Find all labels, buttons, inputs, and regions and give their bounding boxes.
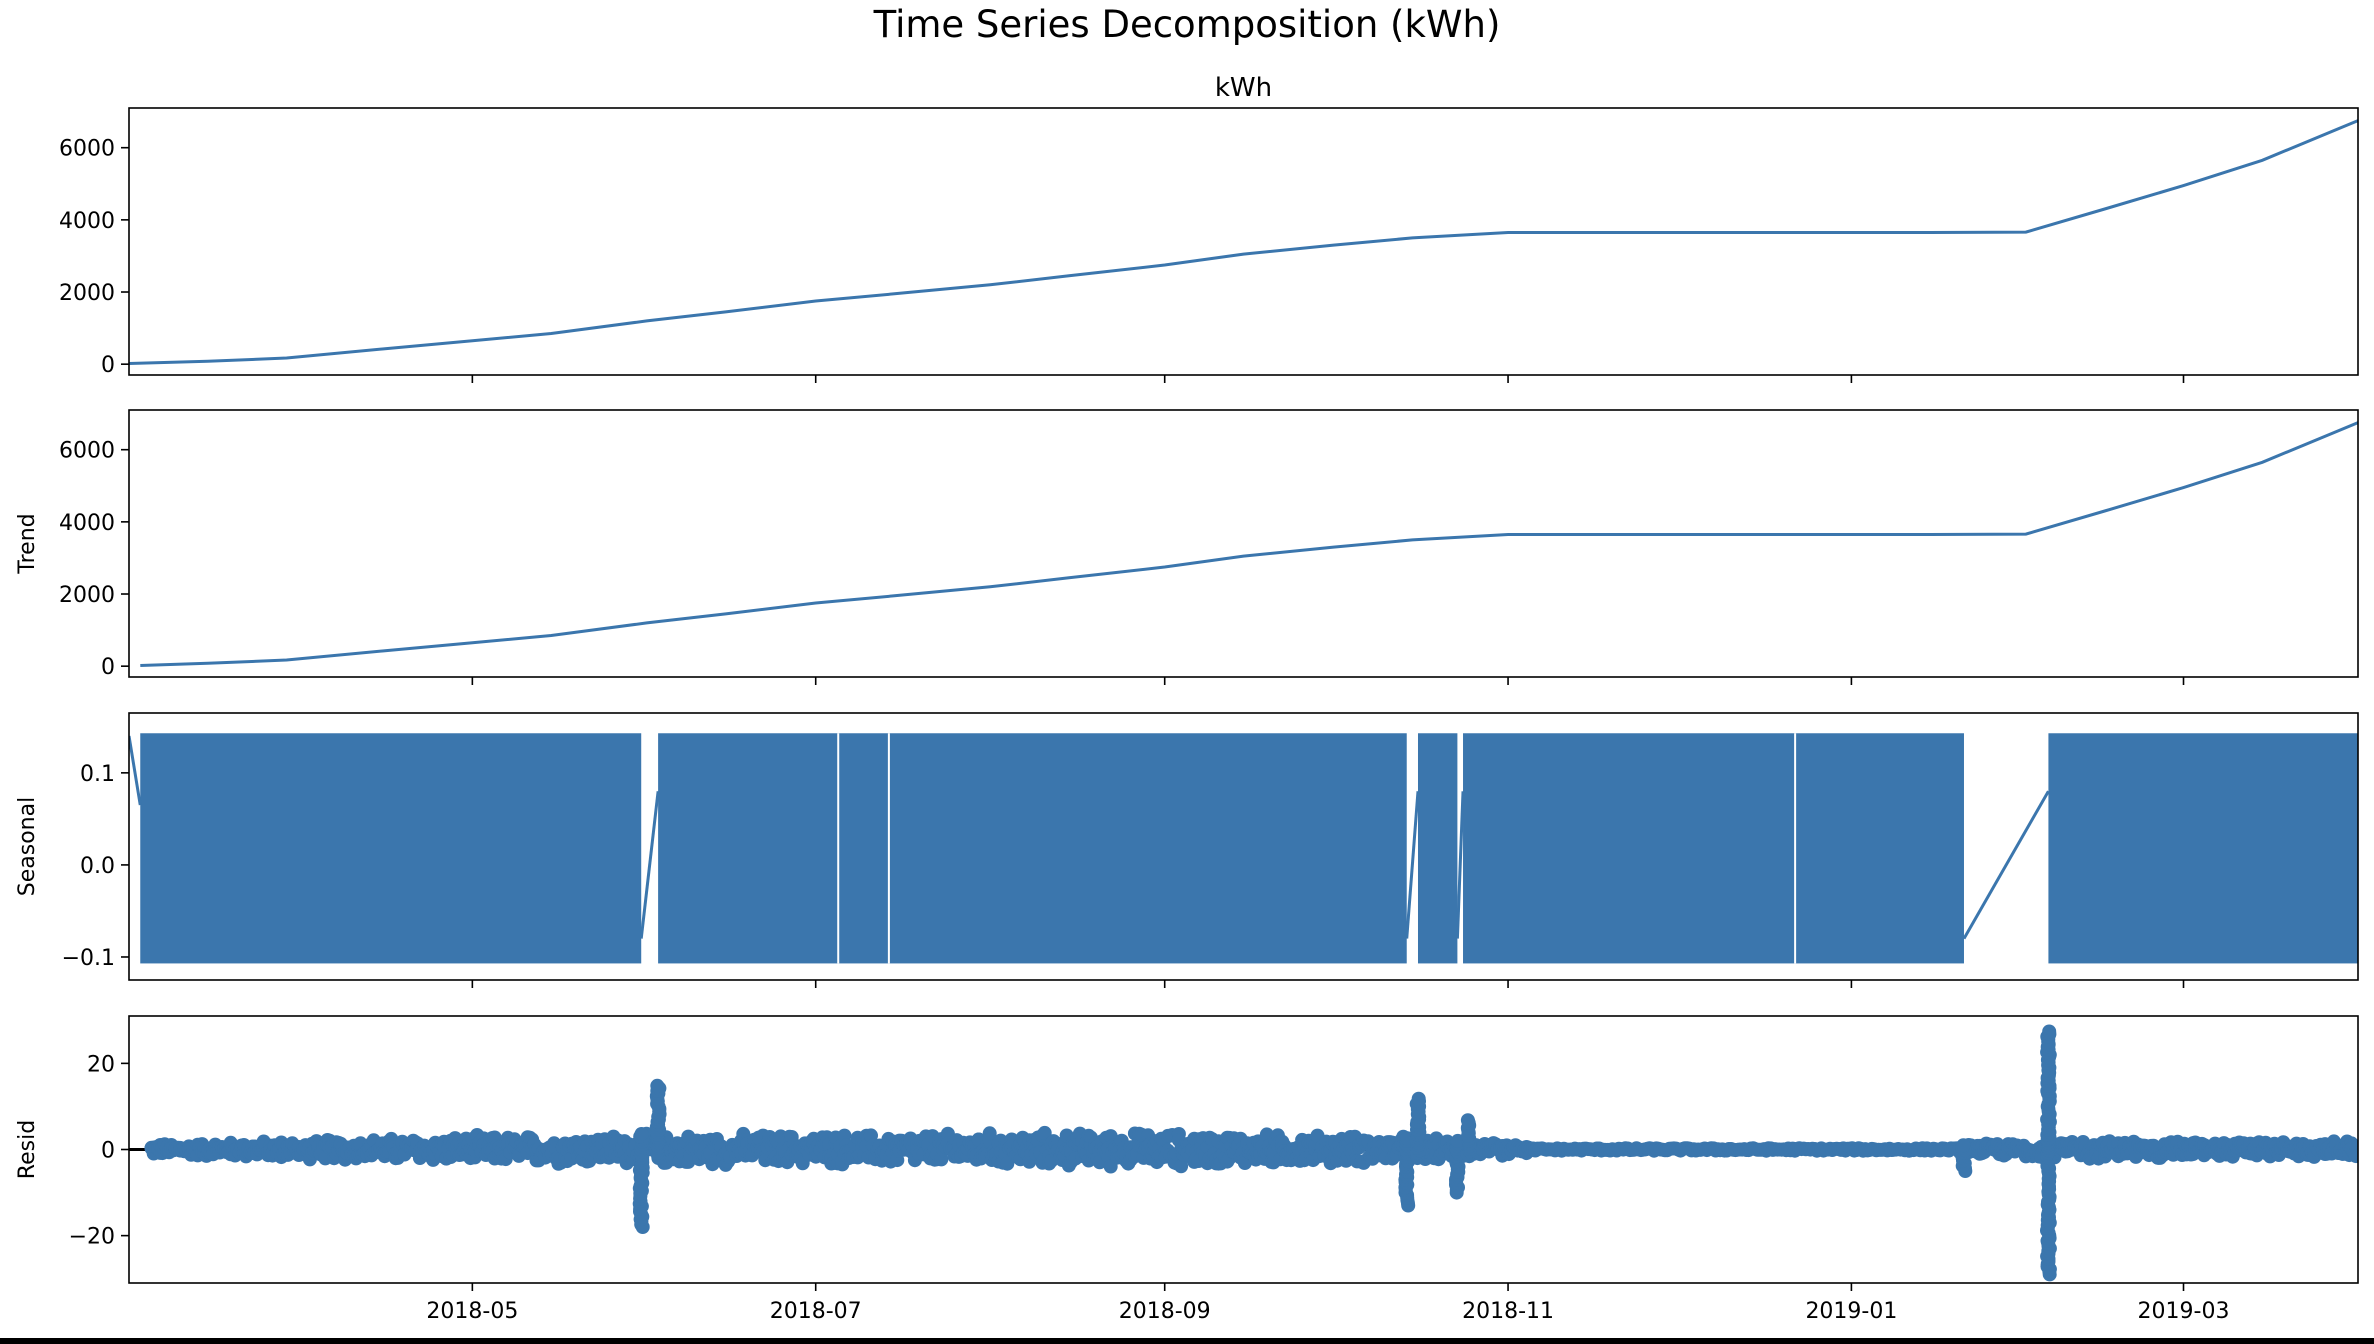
- seasonal-block: [658, 733, 839, 964]
- y-axis-label: Seasonal: [15, 797, 40, 896]
- y-tick-label: 20: [87, 1052, 115, 1077]
- seasonal-block: [1795, 733, 1964, 964]
- y-tick-label: 0: [101, 1139, 115, 1164]
- resid-spike: [1409, 1091, 1427, 1166]
- x-tick-label: 2019-03: [2138, 1299, 2230, 1324]
- resid-markers: [144, 1125, 2358, 1174]
- seasonal-block: [1417, 733, 1458, 964]
- resid-spike: [1460, 1113, 1478, 1161]
- y-tick-label: 4000: [59, 511, 115, 536]
- y-tick-label: 6000: [59, 439, 115, 464]
- x-tick-label: 2018-09: [1119, 1299, 1211, 1324]
- y-tick-label: 0.0: [80, 854, 115, 879]
- resid-spike: [649, 1078, 667, 1166]
- seasonal-connector: [1455, 791, 1465, 939]
- axes-frame: [128, 107, 2359, 376]
- x-tick-label: 2018-07: [770, 1299, 862, 1324]
- panel-seasonal: −0.1 0.0 0.1 Seasonal: [15, 712, 2359, 988]
- axes-frame: [128, 712, 2359, 981]
- seasonal-connector: [1405, 791, 1420, 939]
- y-tick-label: 2000: [59, 281, 115, 306]
- resid-spike: [1955, 1138, 1973, 1178]
- panel-resid: −20 0 20 2018-05 2018-07 2018-09 2018-11 2019-0…: [15, 1015, 2359, 1324]
- seasonal-block: [1463, 733, 1796, 964]
- plot-area-trend: [140, 421, 2358, 667]
- seasonal-block: [838, 733, 889, 964]
- y-axis-label: Trend: [15, 513, 40, 574]
- panel-observed: 0 2000 4000 6000 kWh: [59, 73, 2359, 383]
- seasonal-connector: [1962, 790, 2050, 940]
- trend-line: [140, 421, 2358, 667]
- seasonal-block: [888, 733, 1407, 964]
- y-axis-label: Resid: [15, 1120, 40, 1179]
- y-tick-label: 0: [101, 655, 115, 680]
- x-tick-label: 2019-01: [1805, 1299, 1897, 1324]
- y-tick-label: 2000: [59, 583, 115, 608]
- panel-trend: 0 2000 4000 6000 Trend: [15, 409, 2359, 685]
- seasonal-connector: [129, 735, 142, 806]
- plot-area-resid: [129, 1024, 2358, 1282]
- plot-area-seasonal: [129, 733, 2358, 964]
- seasonal-block: [140, 733, 642, 964]
- x-tick-label: 2018-11: [1462, 1299, 1554, 1324]
- window-bottom-border: [0, 1338, 2374, 1344]
- y-tick-label: 4000: [59, 209, 115, 234]
- y-tick-label: 0.1: [80, 762, 115, 787]
- plot-area-observed: [129, 119, 2358, 365]
- observed-line: [129, 119, 2358, 365]
- resid-spike: [1449, 1133, 1466, 1200]
- figure-title: Time Series Decomposition (kWh): [873, 3, 1501, 46]
- y-tick-label: 0: [101, 353, 115, 378]
- seasonal-connector: [639, 791, 660, 939]
- axes-frame: [128, 409, 2359, 678]
- resid-spike: [2040, 1024, 2057, 1282]
- panel-title: kWh: [1215, 73, 1272, 103]
- resid-spike: [632, 1127, 650, 1234]
- y-tick-label: −20: [69, 1225, 115, 1250]
- y-tick-label: −0.1: [62, 946, 115, 971]
- seasonal-block: [2048, 733, 2358, 964]
- y-tick-label: 6000: [59, 137, 115, 162]
- x-tick-label: 2018-05: [426, 1299, 518, 1324]
